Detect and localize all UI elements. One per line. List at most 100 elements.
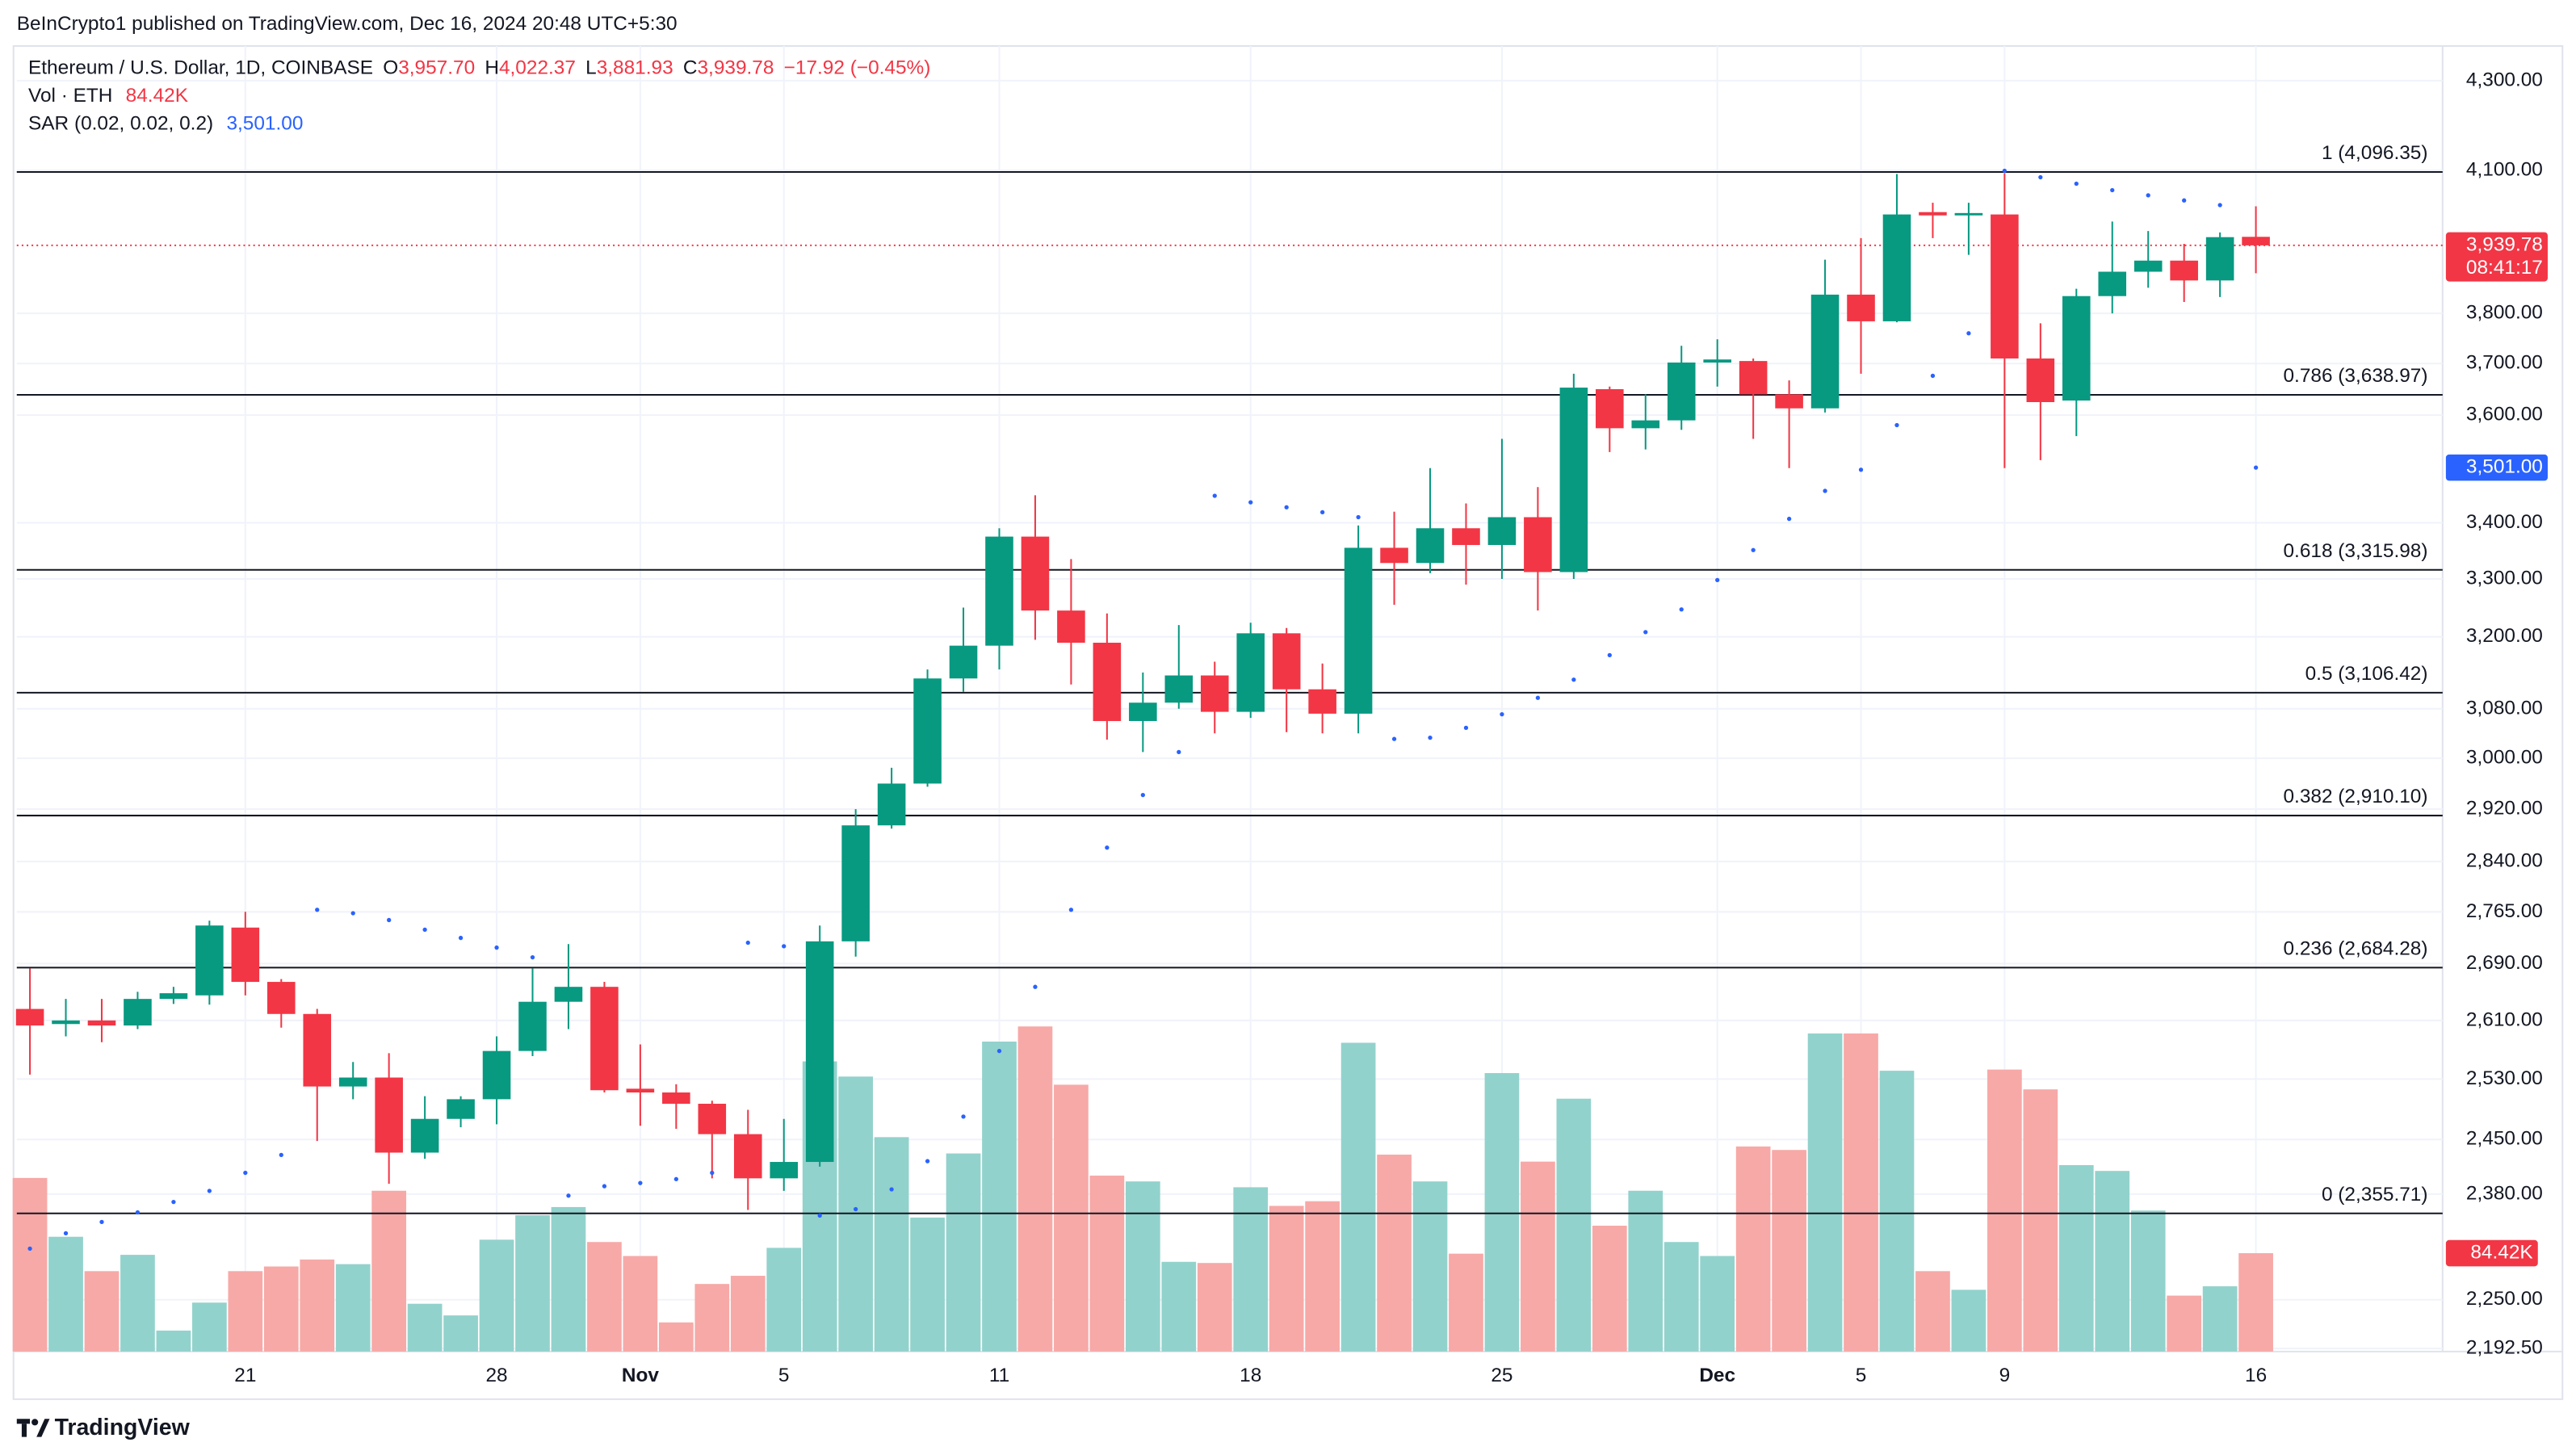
y-tick-label: 2,192.50 [2466, 1337, 2543, 1359]
sar-dot [602, 1184, 607, 1189]
volume-bar [1233, 1187, 1269, 1352]
legend-row: Ethereum / U.S. Dollar, 1D, COINBASE O3,9… [28, 57, 930, 79]
candle-body [1093, 642, 1122, 721]
fib-label: 0.382 (2,910.10) [2283, 786, 2427, 807]
candle-body [124, 999, 152, 1026]
volume-bar [1340, 1042, 1376, 1352]
volume-bar [2058, 1164, 2094, 1352]
candle-body [1631, 420, 1660, 429]
fib-label: 0.618 (3,315.98) [2283, 540, 2427, 562]
sar-dot [2110, 187, 2115, 193]
volume-bar [2095, 1171, 2130, 1352]
legend-change: −17.92 (−0.45%) [784, 57, 931, 79]
brand-name: TradingView [55, 1415, 191, 1440]
y-tick-label: 3,200.00 [2466, 625, 2543, 647]
volume-bar [1915, 1271, 1950, 1352]
legend-row: SAR (0.02, 0.02, 0.2) 3,501.00 [28, 113, 303, 135]
footer: TradingView [16, 1415, 191, 1440]
sar-dot [422, 927, 427, 932]
candle-body [159, 993, 188, 1000]
legend-key: H [485, 57, 499, 79]
brand-logo [16, 1419, 50, 1437]
sar-dot [1535, 695, 1541, 700]
volume-bar [2202, 1286, 2238, 1352]
volume-bar [1089, 1175, 1125, 1352]
x-tick-label: 28 [485, 1365, 507, 1386]
candle-body [1559, 388, 1588, 572]
volume-bar [2023, 1089, 2058, 1352]
candle-body [698, 1103, 727, 1134]
candle-body [1524, 517, 1552, 572]
sar-dot [494, 945, 499, 950]
volume-bar [730, 1276, 766, 1352]
sar-dot [2002, 168, 2008, 174]
volume-bar [1449, 1253, 1483, 1352]
sar-dot [817, 1213, 822, 1218]
y-tick-label: 3,600.00 [2466, 404, 2543, 426]
sar-dot [925, 1159, 930, 1164]
candle-body [1882, 214, 1911, 321]
volume-bar [623, 1256, 658, 1352]
volume-bar [335, 1264, 371, 1352]
candle-body [1991, 214, 2019, 359]
x-tick-label: 25 [1491, 1365, 1512, 1386]
sar-dot [745, 940, 750, 946]
candle-body [1308, 689, 1336, 714]
sar-dot [1930, 373, 1936, 379]
candle-body [841, 825, 870, 941]
volume-bar [443, 1315, 478, 1352]
candle-body [1775, 394, 1803, 409]
sar-dot [1356, 514, 1361, 520]
volume-bar [910, 1217, 945, 1352]
candle-body [1416, 528, 1445, 564]
candle-body [2062, 296, 2091, 401]
volume-bar [1484, 1072, 1520, 1352]
candle-body [1703, 359, 1731, 363]
volume-bar [263, 1266, 299, 1352]
y-tick-label: 4,300.00 [2466, 69, 2543, 90]
volume-bar [1772, 1150, 1806, 1352]
candle-body [1272, 633, 1301, 690]
volume-bar [1951, 1289, 1987, 1352]
plot-frame [12, 44, 2564, 1400]
fib-label: 0.5 (3,106.42) [2305, 663, 2428, 685]
volume-bar [1556, 1098, 1592, 1352]
sar-dot [27, 1246, 32, 1252]
volume-bar [1735, 1146, 1771, 1352]
candle-body [1236, 633, 1265, 712]
sar-dot [279, 1152, 283, 1158]
sar-dot [530, 954, 535, 960]
volume-bar [1700, 1256, 1735, 1352]
sar-dot [1751, 547, 1756, 552]
volume-bar [1879, 1071, 1915, 1352]
volume-bar [407, 1303, 443, 1352]
sar-dot [1786, 516, 1792, 522]
candle-body [2133, 260, 2163, 272]
sar-dot [889, 1187, 894, 1192]
volume-bar [946, 1153, 981, 1352]
legend-symbol: Ethereum / U.S. Dollar, 1D, COINBASE [28, 57, 373, 79]
sar-dot [710, 1170, 715, 1176]
candle-body [266, 982, 296, 1014]
sar-dot [1858, 468, 1864, 472]
candle-body [375, 1077, 403, 1153]
x-tick-label: 11 [989, 1365, 1009, 1386]
sar-dot [2146, 193, 2150, 198]
candle-body [1739, 361, 1768, 395]
volume-bar [1412, 1181, 1448, 1352]
candle-body [662, 1092, 690, 1104]
volume-bar [1161, 1261, 1197, 1352]
candle-body [1164, 675, 1194, 703]
volume-bar [120, 1255, 155, 1352]
volume-bar [1377, 1154, 1412, 1352]
y-tick-label: 3,080.00 [2466, 697, 2543, 719]
y-tick-label: 2,840.00 [2466, 849, 2543, 871]
candle-body [2170, 260, 2198, 281]
sar-dot [1679, 607, 1684, 612]
y-tick-label: 2,765.00 [2466, 900, 2543, 922]
sar-dot [1212, 493, 1217, 498]
volume-bar [192, 1302, 227, 1352]
y-tick-label: 2,610.00 [2466, 1008, 2543, 1030]
volume-bar [1628, 1190, 1663, 1352]
